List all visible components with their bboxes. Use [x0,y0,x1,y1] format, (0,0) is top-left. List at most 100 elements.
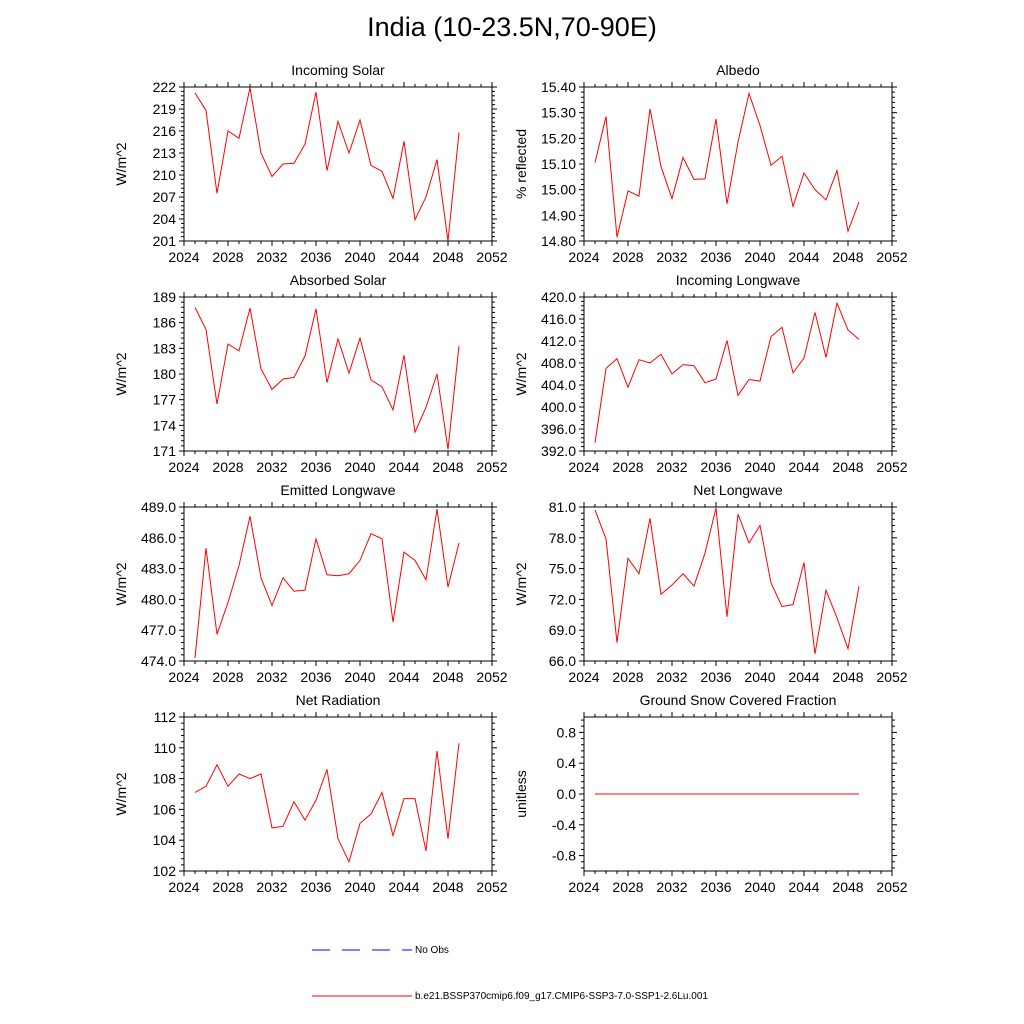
y-tick-label: 222 [153,79,177,95]
y-tick-label: 81.0 [549,499,576,515]
legend: No Obs b.e21.BSSP370cmip6.f09_g17.CMIP6-… [312,945,708,1002]
y-tick-label: 400.0 [541,399,576,415]
x-tick-label: 2024 [568,879,599,895]
chart-panel: Ground Snow Covered Fraction unitless 2024… [513,692,908,895]
x-tick-label: 2044 [788,249,819,265]
y-axis-label: W/m^2 [113,562,129,605]
x-tick-label: 2044 [388,879,419,895]
y-tick-label: 489.0 [141,499,176,515]
legend-obs-label: No Obs [415,945,449,956]
x-tick-label: 2024 [568,459,599,475]
chart-panel: Net Radiation W/m^2 2024 2028 2032 2036 2040 20… [113,692,508,895]
y-tick-label: 110 [154,740,177,756]
plot-frame [183,86,493,242]
x-tick-label: 2036 [700,879,731,895]
x-tick-label: 2044 [788,669,819,685]
y-tick-label: 412.0 [541,333,576,349]
x-tick-label: 2036 [700,249,731,265]
y-tick-label: 0.0 [557,786,577,802]
chart-title: Net Radiation [296,692,381,708]
y-tick-label: 108 [153,771,177,787]
y-tick-label: 15.40 [541,79,576,95]
x-tick-label: 2024 [568,669,599,685]
x-tick-label: 2040 [344,879,375,895]
x-tick-label: 2052 [476,879,507,895]
x-tick-label: 2032 [256,459,287,475]
y-tick-label: 183 [153,340,177,356]
chart-panel: Incoming Solar W/m^2 2024 2028 2032 2036 2040 2… [113,62,508,265]
chart-panel: Absorbed Solar W/m^2 2024 2028 2032 2036 2040 2… [113,272,508,475]
x-tick-label: 2032 [656,459,687,475]
y-axis-label: W/m^2 [113,352,129,395]
x-tick-label: 2040 [344,669,375,685]
y-axis-label: W/m^2 [513,562,529,605]
series-line [594,301,860,443]
x-tick-label: 2048 [432,669,463,685]
x-tick-label: 2048 [432,459,463,475]
series-line [594,507,860,654]
chart-panel: Emitted Longwave W/m^2 2024 2028 2032 2036 204… [113,482,508,685]
y-tick-label: 213 [153,145,177,161]
y-tick-label: 15.20 [541,130,576,146]
y-tick-label: 474.0 [141,653,176,669]
plot-frame [183,296,493,452]
y-tick-label: 219 [153,101,177,117]
x-tick-label: 2044 [388,249,419,265]
y-tick-label: 180 [153,366,177,382]
chart-title: Incoming Solar [291,62,385,78]
y-tick-label: 69.0 [549,622,576,638]
y-tick-label: 14.90 [541,207,576,223]
y-tick-label: 106 [153,801,177,817]
x-tick-label: 2032 [256,669,287,685]
chart-title: Incoming Longwave [676,272,801,288]
y-tick-label: 480.0 [141,591,176,607]
y-tick-label: 171 [153,443,177,459]
y-tick-label: 14.80 [541,233,576,249]
plot-frame [583,716,893,872]
y-tick-label: 0.8 [557,724,577,740]
y-tick-label: 78.0 [549,530,576,546]
x-tick-label: 2040 [744,459,775,475]
y-tick-label: 204 [153,211,177,227]
y-axis-label: W/m^2 [113,142,129,185]
x-tick-label: 2044 [788,879,819,895]
y-tick-label: 477.0 [141,622,176,638]
x-tick-label: 2052 [876,249,907,265]
x-tick-label: 2028 [612,459,643,475]
y-axis-label: W/m^2 [513,352,529,395]
x-tick-label: 2024 [168,459,199,475]
x-tick-label: 2040 [344,459,375,475]
y-axis-label: unitless [513,770,529,817]
x-tick-label: 2032 [656,249,687,265]
y-tick-label: 207 [153,189,177,205]
x-tick-label: 2028 [612,879,643,895]
x-tick-label: 2028 [212,459,243,475]
y-axis-label: W/m^2 [113,772,129,815]
x-tick-label: 2052 [476,249,507,265]
x-tick-label: 2048 [832,459,863,475]
legend-model-label: b.e21.BSSP370cmip6.f09_g17.CMIP6-SSP3-7.… [415,991,708,1002]
x-tick-label: 2036 [700,669,731,685]
y-tick-label: 408.0 [541,355,576,371]
x-tick-label: 2052 [476,459,507,475]
x-tick-label: 2036 [300,879,331,895]
chart-title: Albedo [716,62,760,78]
x-tick-label: 2052 [876,879,907,895]
y-tick-label: -0.8 [552,848,576,864]
x-tick-label: 2052 [876,459,907,475]
x-tick-label: 2048 [832,669,863,685]
x-tick-label: 2044 [788,459,819,475]
series-line [194,508,460,658]
y-tick-label: 75.0 [549,561,576,577]
y-tick-label: 102 [153,863,177,879]
y-tick-label: 216 [153,123,177,139]
x-tick-label: 2048 [832,249,863,265]
x-tick-label: 2028 [612,249,643,265]
x-tick-label: 2032 [256,249,287,265]
x-tick-label: 2032 [256,879,287,895]
chart-title: Net Longwave [693,482,783,498]
x-tick-label: 2032 [656,669,687,685]
y-tick-label: 174 [153,417,177,433]
x-tick-label: 2036 [300,669,331,685]
y-tick-label: 420.0 [541,289,576,305]
